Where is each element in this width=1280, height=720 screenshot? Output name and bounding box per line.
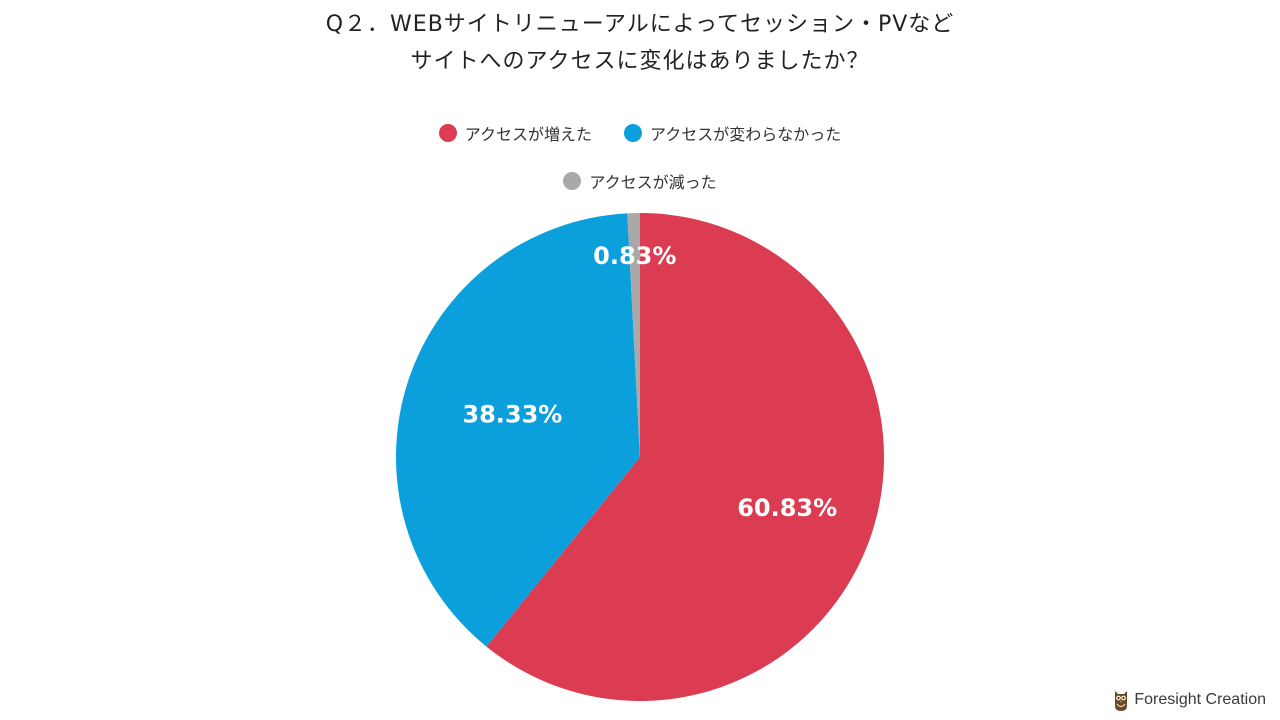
pie-label-decreased: 0.83%	[593, 242, 676, 270]
legend-swatch-decreased	[563, 172, 582, 190]
legend-label-increased: アクセスが増えた	[464, 125, 592, 144]
legend-swatch-increased	[438, 124, 457, 142]
pie-slice-unchanged[interactable]	[396, 213, 640, 647]
owl-icon	[1115, 691, 1128, 711]
legend-item-unchanged[interactable]: アクセスが変わらなかった	[624, 121, 841, 145]
legend-row-2: アクセスが減った	[0, 169, 1280, 193]
chart-title-line-1: Q２．WEBサイトリニューアルによってセッション・PVなど	[325, 12, 955, 37]
brand-logo: Foresight Creation	[1112, 688, 1266, 712]
pie-label-unchanged: 38.33%	[462, 401, 562, 429]
pie-label-increased: 60.83%	[737, 494, 837, 522]
legend-label-decreased: アクセスが減った	[589, 173, 717, 192]
legend-item-increased[interactable]: アクセスが増えた	[438, 121, 592, 145]
chart-title: Q２．WEBサイトリニューアルによってセッション・PVなど サイトへのアクセスに…	[0, 6, 1280, 80]
legend-label-unchanged: アクセスが変わらなかった	[650, 125, 842, 144]
pie-slice-decreased[interactable]	[627, 213, 640, 457]
pie-slice-increased[interactable]	[486, 213, 884, 702]
legend-row-1: アクセスが増えた アクセスが変わらなかった	[0, 121, 1280, 145]
chart-title-line-2: サイトへのアクセスに変化はありましたか？	[410, 49, 870, 74]
brand-name: Foresight Creation	[1134, 691, 1266, 708]
legend-item-decreased[interactable]: アクセスが減った	[563, 169, 717, 193]
legend-swatch-unchanged	[624, 124, 642, 142]
